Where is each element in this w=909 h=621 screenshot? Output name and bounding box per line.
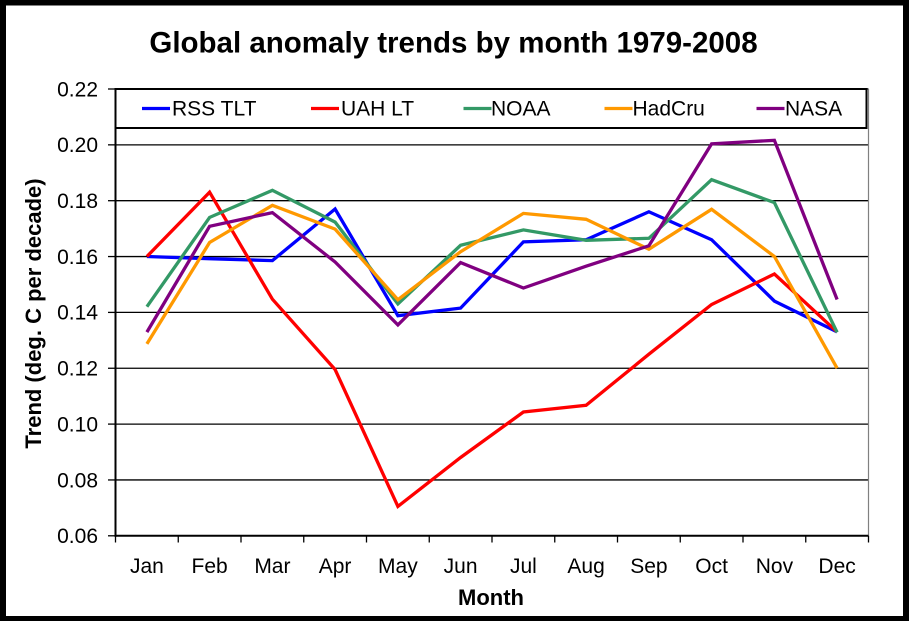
svg-text:Apr: Apr [319,555,352,578]
svg-text:Trend (deg. C per decade): Trend (deg. C per decade) [21,178,46,448]
svg-text:0.20: 0.20 [57,134,98,157]
svg-text:Global anomaly trends by month: Global anomaly trends by month 1979-2008 [149,27,757,60]
svg-text:Jun: Jun [444,555,478,578]
svg-text:Jan: Jan [130,555,164,578]
svg-text:Oct: Oct [695,555,728,578]
svg-text:0.12: 0.12 [57,358,98,381]
svg-text:0.16: 0.16 [57,246,98,269]
svg-text:HadCru: HadCru [633,98,705,121]
svg-text:0.18: 0.18 [57,190,98,213]
svg-text:0.14: 0.14 [57,302,98,325]
svg-text:0.06: 0.06 [57,525,98,548]
svg-text:Mar: Mar [254,555,290,578]
svg-text:Nov: Nov [756,555,794,578]
svg-text:0.08: 0.08 [57,469,98,492]
svg-text:Month: Month [458,585,524,610]
svg-text:Feb: Feb [192,555,228,578]
svg-text:NASA: NASA [785,98,842,121]
svg-text:Sep: Sep [630,555,667,578]
svg-text:NOAA: NOAA [491,98,551,121]
svg-text:RSS TLT: RSS TLT [172,98,257,121]
svg-text:May: May [378,555,418,578]
svg-text:Jul: Jul [510,555,537,578]
svg-text:Dec: Dec [818,555,855,578]
svg-text:0.10: 0.10 [57,413,98,436]
svg-text:UAH LT: UAH LT [341,98,414,121]
svg-text:Aug: Aug [567,555,604,578]
svg-text:0.22: 0.22 [57,78,98,101]
